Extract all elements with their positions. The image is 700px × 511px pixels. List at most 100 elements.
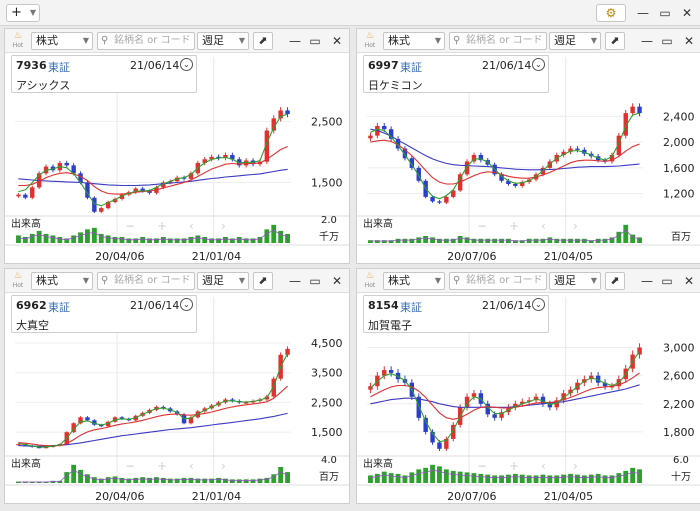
zoom-in-icon[interactable]: + <box>157 219 167 233</box>
popout-icon[interactable]: ⬈ <box>605 32 625 50</box>
candle[interactable] <box>485 403 490 415</box>
candle[interactable] <box>395 138 401 149</box>
candle[interactable] <box>464 161 470 175</box>
candle[interactable] <box>499 412 504 418</box>
minimize-icon[interactable]: — <box>289 274 301 288</box>
close-icon[interactable]: ✕ <box>683 274 695 288</box>
type-select[interactable]: 株式 ▼ <box>31 272 93 290</box>
chevron-down-icon[interactable]: ⌄ <box>180 58 193 71</box>
stock-info-box[interactable]: 7936 東証 21/06/14 ⌄ アシックス <box>11 55 197 93</box>
candle[interactable] <box>140 188 145 192</box>
stock-info-box[interactable]: 6962 東証 21/06/14 ⌄ 大真空 <box>11 295 197 333</box>
candle[interactable] <box>423 417 428 432</box>
chevron-right-icon[interactable]: › <box>221 219 226 233</box>
candle[interactable] <box>616 135 622 155</box>
candle[interactable] <box>520 182 525 186</box>
candle[interactable] <box>451 424 456 439</box>
candle[interactable] <box>16 194 21 197</box>
candle[interactable] <box>285 348 290 355</box>
hot-icon[interactable]: ♨ Hot <box>8 31 28 51</box>
chevron-left-icon[interactable]: ‹ <box>541 459 546 473</box>
zoom-out-icon[interactable]: − <box>477 459 487 473</box>
candle[interactable] <box>188 417 194 424</box>
popout-icon[interactable]: ⬈ <box>253 32 273 50</box>
hot-icon[interactable]: ♨ Hot <box>360 31 380 51</box>
chevron-left-icon[interactable]: ‹ <box>189 459 194 473</box>
candle[interactable] <box>478 155 484 161</box>
chart-svg[interactable]: 20/04/06 21/01/04 2,500 1,500 出来高 − + ‹ › 2.0 千万 <box>5 53 349 263</box>
candle[interactable] <box>78 417 83 424</box>
zoom-in-icon[interactable]: + <box>509 219 519 233</box>
candle[interactable] <box>430 431 435 443</box>
candle[interactable] <box>230 155 235 160</box>
hot-icon[interactable]: ♨ Hot <box>8 271 28 291</box>
candle[interactable] <box>216 156 221 159</box>
gear-icon[interactable]: ⚙ <box>596 4 626 22</box>
hot-icon[interactable]: ♨ Hot <box>360 271 380 291</box>
candle[interactable] <box>209 156 214 160</box>
minimize-icon[interactable]: — <box>641 274 653 288</box>
candle[interactable] <box>609 155 615 162</box>
candle[interactable] <box>30 187 35 198</box>
chart-svg[interactable]: 20/07/06 21/04/05 3,000 2,600 2,200 1,800 出来高 −… <box>357 293 700 503</box>
type-select[interactable]: 株式 ▼ <box>383 32 445 50</box>
maximize-icon[interactable]: ▭ <box>661 34 673 48</box>
candle[interactable] <box>637 106 642 114</box>
candle[interactable] <box>595 375 601 383</box>
candle[interactable] <box>264 130 270 162</box>
candle[interactable] <box>382 126 387 130</box>
zoom-out-icon[interactable]: − <box>125 459 135 473</box>
candle[interactable] <box>147 191 152 193</box>
chevron-right-icon[interactable]: › <box>573 219 578 233</box>
close-icon[interactable]: ✕ <box>681 6 693 20</box>
candle[interactable] <box>388 129 394 139</box>
candle[interactable] <box>16 444 21 446</box>
type-select[interactable]: 株式 ▼ <box>383 272 445 290</box>
candle[interactable] <box>71 165 76 174</box>
maximize-icon[interactable]: ▭ <box>661 274 673 288</box>
candle[interactable] <box>520 401 525 404</box>
add-chart-button[interactable]: + ▼ <box>6 4 40 22</box>
maximize-icon[interactable]: ▭ <box>309 34 321 48</box>
candle[interactable] <box>243 402 249 404</box>
candle[interactable] <box>50 166 56 171</box>
search-input[interactable]: ⚲ 銘柄名 or コード <box>449 272 547 290</box>
candle[interactable] <box>575 148 580 150</box>
candle[interactable] <box>471 155 477 162</box>
candle[interactable] <box>568 148 573 152</box>
candle[interactable] <box>430 196 435 202</box>
price-chart[interactable]: 20/07/06 21/04/05 3,000 2,600 2,200 1,800 出来高 −… <box>357 293 700 503</box>
search-input[interactable]: ⚲ 銘柄名 or コード <box>97 272 195 290</box>
candle[interactable] <box>161 182 166 188</box>
candle[interactable] <box>78 173 83 183</box>
candle[interactable] <box>285 110 290 115</box>
period-select[interactable]: 週足 ▼ <box>549 32 601 50</box>
candle[interactable] <box>133 188 138 193</box>
chart-svg[interactable]: 20/07/06 21/04/05 2,400 2,000 1,600 1,200 出来高 −… <box>357 53 700 263</box>
candle[interactable] <box>582 149 587 154</box>
zoom-in-icon[interactable]: + <box>509 459 519 473</box>
candle[interactable] <box>547 403 553 408</box>
candle[interactable] <box>223 155 228 159</box>
period-select[interactable]: 週足 ▼ <box>549 272 601 290</box>
chevron-down-icon[interactable]: ⌄ <box>532 298 545 311</box>
chevron-left-icon[interactable]: ‹ <box>541 219 546 233</box>
candle[interactable] <box>85 182 90 198</box>
type-select[interactable]: 株式 ▼ <box>31 32 93 50</box>
candle[interactable] <box>464 396 470 408</box>
candle[interactable] <box>471 393 477 397</box>
candle[interactable] <box>416 396 421 418</box>
candle[interactable] <box>602 160 608 162</box>
candle[interactable] <box>243 160 249 166</box>
minimize-icon[interactable]: — <box>641 34 653 48</box>
candle[interactable] <box>92 197 97 212</box>
candle[interactable] <box>623 113 628 136</box>
candle[interactable] <box>526 400 532 402</box>
candle[interactable] <box>499 174 504 181</box>
candle[interactable] <box>119 417 125 419</box>
candle[interactable] <box>64 162 69 166</box>
price-chart[interactable]: 20/04/06 21/01/04 2,500 1,500 出来高 − + ‹ › 2.0 千万 <box>5 53 349 263</box>
candle[interactable] <box>388 370 394 373</box>
maximize-icon[interactable]: ▭ <box>309 274 321 288</box>
close-icon[interactable]: ✕ <box>331 274 343 288</box>
